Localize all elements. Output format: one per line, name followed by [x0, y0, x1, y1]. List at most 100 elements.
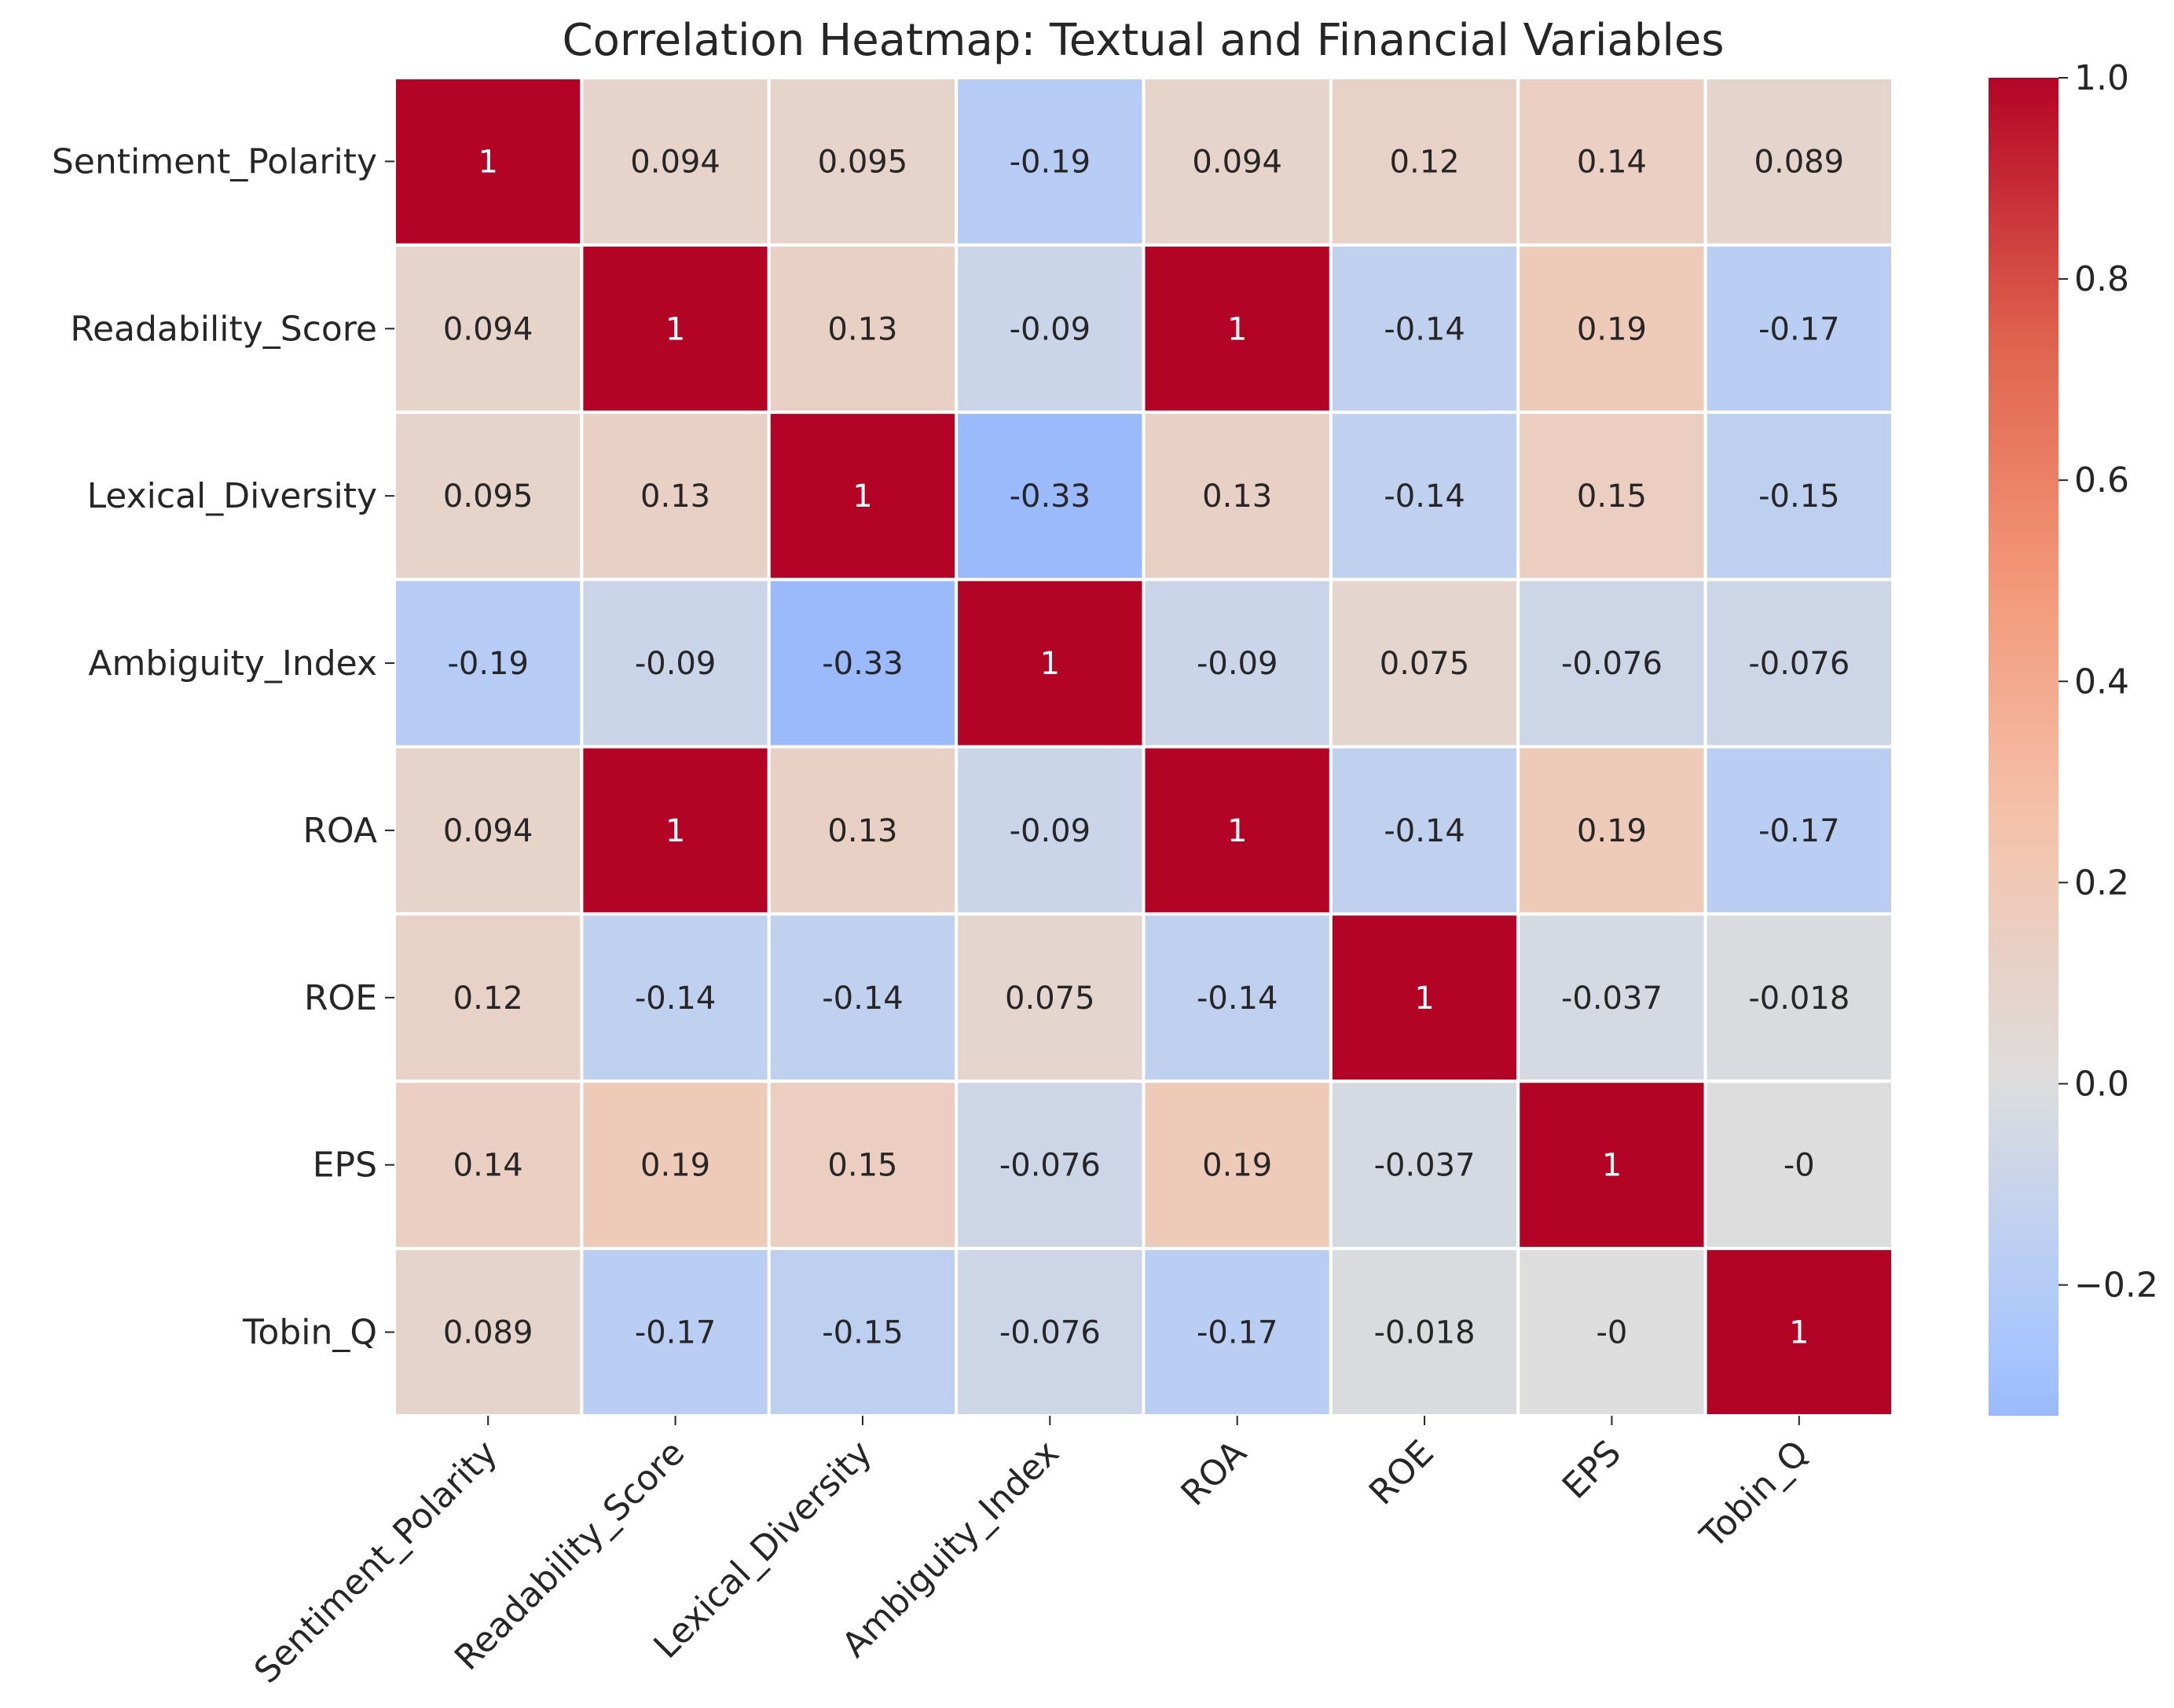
heatmap-cell [767, 410, 959, 581]
cell-value: -0.09 [1010, 311, 1091, 347]
cell-value: 0.19 [1202, 1148, 1272, 1184]
cell-value: 1 [665, 311, 685, 347]
cell-value: -0.076 [1561, 646, 1663, 682]
cell-value: 0.089 [443, 1315, 533, 1351]
cell-value: -0.14 [635, 980, 717, 1017]
cell-value: 0.13 [1202, 478, 1272, 515]
x-tick-label: Tobin_Q [1692, 1433, 1817, 1557]
cell-value: 0.094 [1192, 144, 1282, 180]
colorbar: 1.0 0.8 0.6 0.4 0.2 0.0 −0.2 [1989, 58, 2158, 1416]
cell-value: 0.14 [1577, 144, 1647, 180]
cell-value: 0.19 [640, 1148, 710, 1184]
colorbar-tick-label: 0.8 [2074, 259, 2129, 299]
cell-value: -0 [1596, 1315, 1627, 1351]
x-tick-label: ROE [1362, 1433, 1442, 1513]
cell-value: 0.075 [1005, 980, 1095, 1017]
cell-value: 0.15 [827, 1148, 897, 1184]
heatmap-cell [767, 1247, 959, 1417]
heatmap-cell [580, 912, 771, 1083]
cell-value: 0.075 [1380, 646, 1470, 682]
heatmap-cell [767, 1079, 959, 1251]
heatmap-cell [580, 76, 771, 247]
colorbar-gradient [1989, 78, 2059, 1416]
cell-value: 1 [1789, 1315, 1809, 1351]
heatmap-cell [1703, 912, 1894, 1083]
heatmap-cell [1329, 76, 1520, 247]
cell-value: 0.089 [1754, 144, 1845, 180]
heatmap-cell [1142, 1247, 1333, 1417]
cell-value: 1 [852, 478, 872, 515]
cell-value: -0.018 [1374, 1315, 1476, 1351]
heatmap-cell [1703, 1079, 1894, 1251]
cell-value: 0.19 [1577, 813, 1647, 849]
colorbar-tick-label: 0.0 [2074, 1064, 2129, 1104]
cell-value: 1 [1227, 813, 1247, 849]
colorbar-tick-label: 0.4 [2074, 662, 2129, 702]
heatmap-cell [1142, 912, 1333, 1083]
cell-value: 1 [478, 144, 497, 180]
cell-value: -0.076 [999, 1148, 1101, 1184]
chart-title: Correlation Heatmap: Textual and Financi… [562, 15, 1724, 66]
y-tick-label: Lexical_Diversity [87, 476, 377, 516]
heatmap-cell [1703, 1247, 1894, 1417]
heatmap-cell [1329, 243, 1520, 414]
cell-value: -0.33 [1010, 478, 1091, 515]
y-tick-label: ROE [304, 978, 377, 1018]
cell-value: 0.095 [443, 478, 533, 515]
heatmap-cell [767, 577, 959, 749]
cell-value: 0.14 [453, 1148, 523, 1184]
cell-value: -0.018 [1748, 980, 1850, 1017]
cell-value: 0.13 [827, 311, 897, 347]
heatmap-cell [1516, 410, 1707, 581]
cell-value: -0.09 [1010, 813, 1091, 849]
cell-value: -0.33 [822, 646, 904, 682]
heatmap-cell [1703, 745, 1894, 916]
y-tick-label: Readability_Score [70, 309, 377, 349]
cell-value: 0.19 [1577, 311, 1647, 347]
heatmap-cell [1142, 577, 1333, 749]
cell-value: -0.17 [1758, 813, 1840, 849]
heatmap-cell [955, 577, 1146, 749]
heatmap-cell [1516, 745, 1707, 916]
heatmap-cell [580, 1079, 771, 1251]
x-tick-label: EPS [1555, 1433, 1629, 1507]
cell-value: -0.19 [447, 646, 529, 682]
heatmap-cell [1142, 410, 1333, 581]
heatmap-cell [580, 410, 771, 581]
colorbar-tick-label: 0.2 [2074, 863, 2129, 903]
heatmap-cell [1329, 1079, 1520, 1251]
y-tick-label: ROA [302, 811, 377, 851]
cell-value: -0.17 [1197, 1315, 1278, 1351]
heatmap-cell [393, 577, 584, 749]
heatmap-cell [955, 745, 1146, 916]
cell-value: -0.15 [822, 1315, 904, 1351]
heatmap-cell [955, 243, 1146, 414]
cell-value: 0.094 [443, 813, 533, 849]
cell-value: -0.076 [1748, 646, 1850, 682]
cell-value: -0.17 [635, 1315, 717, 1351]
heatmap-cell [1329, 912, 1520, 1083]
cell-value: -0.19 [1010, 144, 1091, 180]
heatmap-cell [1142, 745, 1333, 916]
heatmap-cell [393, 1079, 584, 1251]
heatmap-cell [1703, 76, 1894, 247]
cell-value: 0.094 [443, 311, 533, 347]
heatmap-cell [1703, 243, 1894, 414]
heatmap-cell [1329, 410, 1520, 581]
cell-value: 1 [1040, 646, 1060, 682]
heatmap-cell [767, 912, 959, 1083]
cell-value: 1 [1414, 980, 1434, 1017]
y-tick-label: Tobin_Q [242, 1313, 377, 1353]
y-axis-labels: Sentiment_Polarity Readability_Score Lexic… [52, 141, 394, 1353]
y-tick-label: Sentiment_Polarity [52, 141, 377, 181]
cell-value: -0.14 [1384, 311, 1465, 347]
heatmap-cell [393, 76, 584, 247]
y-tick-label: EPS [313, 1145, 377, 1186]
cell-value: 0.13 [827, 813, 897, 849]
cell-value: -0.09 [1197, 646, 1278, 682]
y-tick-label: Ambiguity_Index [88, 643, 377, 684]
cell-value: 0.13 [640, 478, 710, 515]
colorbar-tick-label: −0.2 [2074, 1266, 2158, 1306]
cell-value: -0.14 [822, 980, 904, 1017]
